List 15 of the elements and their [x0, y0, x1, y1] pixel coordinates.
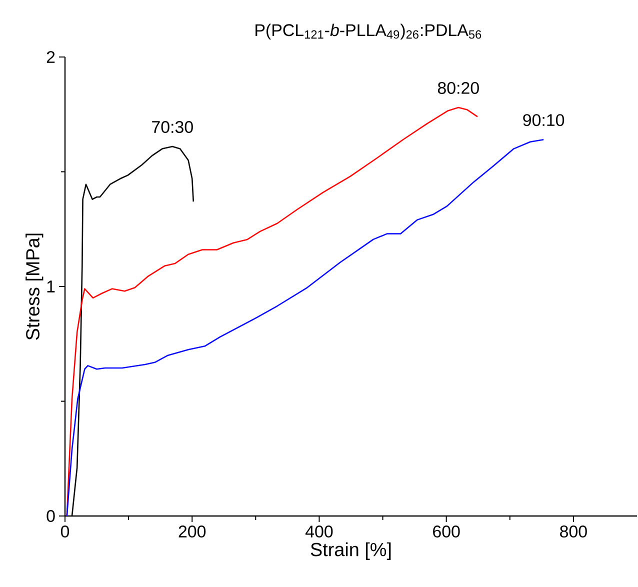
x-axis-title: Strain [%] — [310, 542, 391, 560]
x-tick-label: 0 — [60, 526, 70, 538]
series-label: 90:10 — [523, 114, 564, 126]
x-tick-label: 400 — [305, 526, 333, 538]
y-tick-label: 2 — [46, 51, 55, 63]
series-label: 80:20 — [438, 82, 479, 94]
line-series — [66, 138, 544, 517]
y-tick-label: 0 — [46, 510, 55, 522]
series-label: 70:30 — [152, 120, 193, 133]
x-tick-label: 200 — [178, 526, 206, 538]
y-axis-title: Stress [MPa] — [26, 234, 44, 340]
x-tick-label: 600 — [433, 526, 460, 538]
y-tick-label: 1 — [47, 280, 55, 292]
chart-title: P(PCL$_{121}$-b-PLLA$_{49}$)$_{26}$:PDLA$_{56}$ — [256, 24, 482, 40]
x-tick-label: 800 — [560, 526, 587, 538]
